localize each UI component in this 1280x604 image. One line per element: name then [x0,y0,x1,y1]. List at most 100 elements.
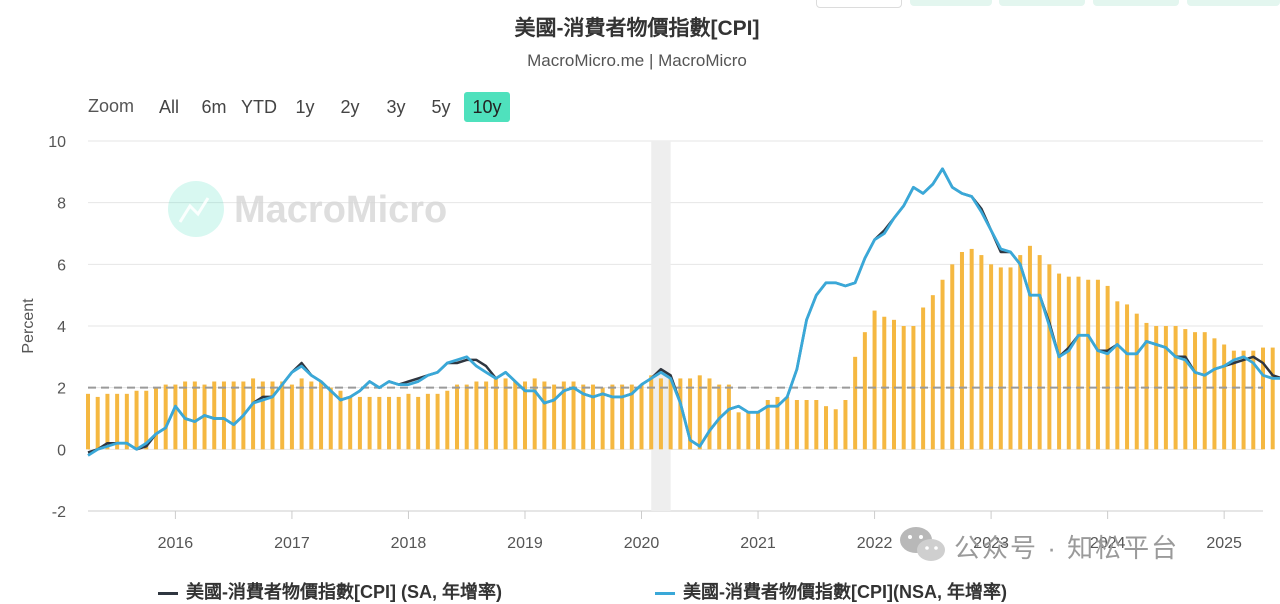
bar [649,375,654,450]
bar [688,378,693,450]
bar [668,378,673,450]
bar [348,396,353,450]
chart-subtitle: MacroMicro.me | MacroMicro [527,51,747,70]
bar [843,400,848,450]
bar [853,356,858,450]
bar [561,381,566,450]
zoom-3y-button[interactable]: 3y [386,97,406,117]
zoom-10y-button[interactable]: 10y [464,92,510,122]
zoom-2y-button[interactable]: 2y [340,97,360,117]
bar [785,396,790,450]
bar [1173,326,1178,450]
chart-title: 美國-消費者物價指數[CPI] [514,17,760,40]
y-axis-label: Percent [20,298,37,354]
bar [474,381,479,450]
x-tick-label: 2018 [391,535,427,552]
y-tick-label: 10 [48,134,66,151]
bar [1212,338,1217,450]
bar [959,252,964,450]
bar [192,381,197,450]
y-tick-label: 8 [57,196,66,213]
legend-swatch-sa [158,591,178,595]
top-tab[interactable] [1093,0,1179,6]
x-tick-label: 2016 [158,535,194,552]
x-tick-label: 2017 [274,535,310,552]
bar [435,393,440,450]
bars-layer [86,245,1275,450]
bar [872,310,877,450]
bar [736,412,741,450]
bar [581,384,586,450]
x-tick-label: 2021 [740,535,776,552]
bar [794,400,799,450]
bar [824,406,829,450]
bar [270,381,275,450]
bar [455,384,460,450]
bar [746,412,751,450]
bar [280,381,285,450]
top-tab[interactable] [816,0,902,8]
legend-item-sa[interactable]: 美國-消費者物價指數[CPI] (SA, 年增率) [158,578,502,602]
top-tab[interactable] [999,0,1085,6]
bar [377,396,382,450]
wechat-watermark-text: 公众号 · 知松平台 [954,533,1180,563]
zoom-6m-button[interactable]: 6m [201,97,227,117]
bar [299,378,304,450]
bar [940,279,945,450]
bar [678,378,683,450]
bar [775,396,780,450]
zoom-ytd-button[interactable]: YTD [241,97,277,117]
zoom-5y-button[interactable]: 5y [431,97,451,117]
bar [95,396,100,450]
bar [309,381,314,450]
legend-label-sa: 美國-消費者物價指數[CPI] (SA, 年增率) [186,582,502,602]
bar [542,381,547,450]
bar [367,396,372,450]
bar [901,326,906,450]
zoom-1y-button[interactable]: 1y [295,97,315,117]
top-tab[interactable] [1187,0,1280,6]
bar [639,384,644,450]
bar [289,384,294,450]
bar [513,381,518,450]
x-tick-label: 2024 [1090,535,1126,552]
bar [1202,332,1207,450]
macromicro-logo-icon [168,181,224,237]
bar [969,248,974,450]
bar [571,381,576,450]
bar [1095,279,1100,450]
legend-item-nsa[interactable]: 美國-消費者物價指數[CPI](NSA, 年增率) [655,578,1007,602]
bar [86,393,90,450]
bar [950,264,955,450]
bar [1086,279,1091,450]
bar [1076,276,1081,450]
top-tab[interactable] [910,0,992,6]
bar [979,255,984,450]
macromicro-watermark: MacroMicro [168,181,447,237]
bar [765,400,770,450]
bar [697,375,702,450]
bar [260,381,265,450]
bar [756,412,761,450]
bar [183,381,188,450]
bar [163,384,168,450]
bar [1183,329,1188,450]
x-axis: 2016 2017 2018 2019 2020 2021 2022 2023 2024 2025 [158,511,1242,552]
bar [212,381,217,450]
bar [814,400,819,450]
zoom-all-button[interactable]: All [158,97,179,117]
x-tick-label: 2022 [857,535,893,552]
bar [804,400,809,450]
bar [231,381,236,450]
bar [882,316,887,450]
legend-swatch-nsa [655,591,675,595]
bar [1134,313,1139,450]
bar [338,390,343,450]
bar [357,396,362,450]
bar [153,387,158,450]
y-tick-label: -2 [52,504,66,521]
bar [989,264,994,450]
bar [1008,267,1013,450]
bar [1027,245,1032,450]
